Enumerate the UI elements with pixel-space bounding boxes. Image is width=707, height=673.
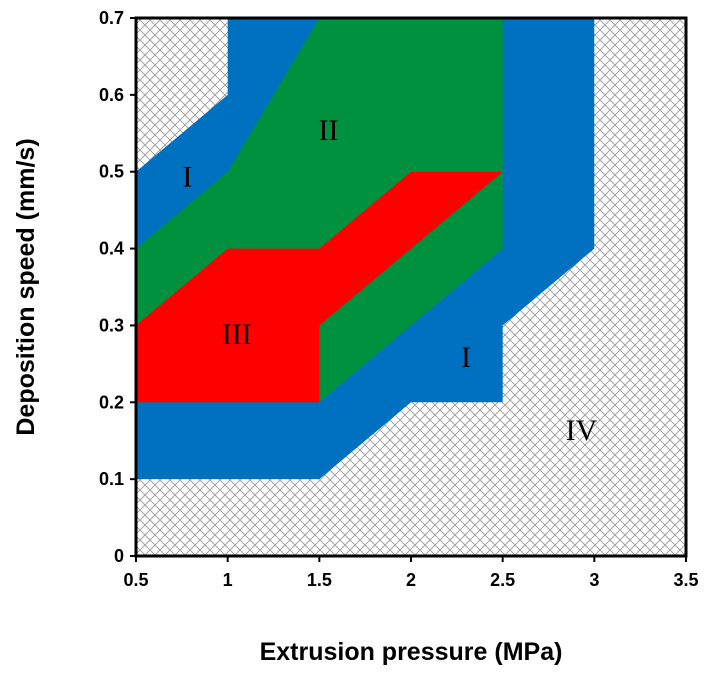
x-tick-label-4: 2.5 (490, 570, 515, 590)
y-tick-label-0: 0 (114, 546, 124, 566)
x-tick-label-0: 0.5 (123, 570, 148, 590)
region-label-2: III (222, 318, 252, 351)
y-tick-label-7: 0.7 (99, 8, 124, 28)
region-label-0: I (182, 160, 192, 193)
x-tick-label-3: 2 (406, 570, 416, 590)
region-label-3: I (461, 341, 471, 374)
x-tick-label-1: 1 (223, 570, 233, 590)
regions (136, 18, 595, 480)
y-tick-label-4: 0.4 (99, 239, 124, 259)
region-label-4: IV (566, 414, 598, 447)
y-tick-label-6: 0.6 (99, 85, 124, 105)
x-tick-label-6: 3.5 (673, 570, 698, 590)
region-iii-2 (136, 171, 503, 403)
y-tick-label-2: 0.2 (99, 392, 124, 412)
y-axis: 0 0.1 0.2 0.3 0.4 0.5 0.6 0.7 (99, 8, 136, 566)
x-axis: 0.5 1 1.5 2 2.5 3 3.5 (123, 556, 699, 590)
x-tick-label-5: 3 (589, 570, 599, 590)
x-tick-label-2: 1.5 (307, 570, 332, 590)
x-axis-title: Extrusion pressure (MPa) (260, 638, 563, 666)
y-tick-label-1: 0.1 (99, 469, 124, 489)
y-tick-label-5: 0.5 (99, 162, 124, 182)
region-label-1: II (319, 114, 339, 147)
y-axis-title: Deposition speed (mm/s) (12, 138, 40, 435)
y-tick-label-3: 0.3 (99, 315, 124, 335)
